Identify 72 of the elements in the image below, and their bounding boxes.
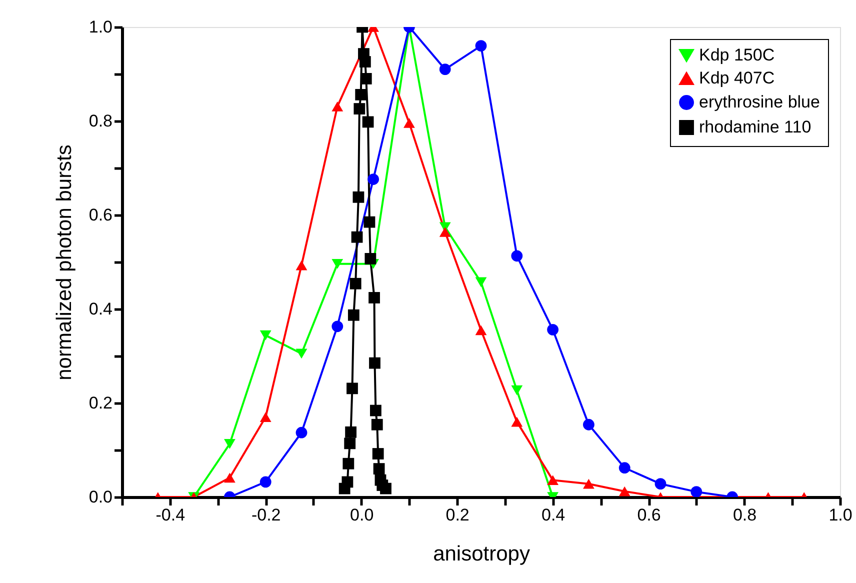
point	[296, 348, 308, 359]
x-tick-label: -0.4	[156, 506, 186, 524]
point	[583, 418, 594, 430]
point	[260, 476, 272, 488]
point	[373, 463, 385, 474]
point	[369, 357, 380, 369]
y-tick-label: 0.6	[88, 206, 112, 224]
point	[332, 101, 344, 112]
point	[511, 416, 523, 427]
point	[583, 478, 594, 489]
point	[547, 324, 558, 336]
point	[364, 253, 376, 264]
point	[355, 88, 367, 100]
point	[368, 174, 379, 185]
point	[354, 103, 366, 114]
point	[511, 250, 523, 262]
legend-label: erythrosine blue	[699, 92, 820, 112]
point	[260, 412, 272, 422]
point	[332, 320, 344, 332]
point	[690, 486, 702, 497]
point	[296, 426, 308, 438]
legend-label: Kdp 407C	[699, 68, 775, 88]
point	[260, 330, 272, 340]
point	[332, 258, 344, 269]
x-tick-label: 0.8	[732, 506, 757, 524]
x-tick-label: -0.2	[251, 506, 281, 524]
point	[371, 418, 383, 430]
point	[345, 426, 357, 438]
point	[364, 216, 376, 228]
point	[404, 118, 415, 128]
point	[224, 472, 236, 483]
point	[359, 56, 371, 68]
legend-label: rhodamine 110	[699, 118, 812, 136]
x-tick-label: 0.2	[446, 506, 470, 524]
point	[618, 462, 630, 474]
point	[511, 385, 523, 396]
legend-label: Kdp 150C	[699, 46, 775, 64]
point	[547, 475, 558, 486]
x-axis-title: anisotropy	[433, 542, 530, 566]
point	[475, 277, 487, 288]
y-tick-label: 0.4	[88, 300, 112, 318]
point	[368, 292, 380, 304]
point	[342, 476, 354, 488]
point	[350, 278, 362, 290]
point	[224, 438, 236, 449]
x-tick-label: 0.0	[350, 506, 374, 524]
point	[362, 116, 374, 128]
point	[618, 486, 630, 496]
point	[344, 438, 356, 450]
y-tick-label: 0.2	[88, 394, 112, 412]
point	[360, 73, 372, 84]
point	[370, 404, 382, 416]
y-axis-title: normalized photon bursts	[52, 144, 76, 380]
point	[351, 231, 363, 243]
point	[475, 40, 487, 52]
point	[296, 260, 308, 270]
x-tick-label: 0.6	[637, 506, 661, 524]
y-tick-label: 0.8	[88, 112, 112, 130]
point	[372, 448, 384, 460]
point	[439, 64, 451, 75]
x-tick-label: 1.0	[828, 506, 852, 524]
point	[439, 226, 451, 237]
point	[348, 309, 360, 321]
point	[475, 325, 487, 336]
point	[380, 482, 392, 494]
x-tick-label: 0.4	[541, 506, 566, 524]
point	[654, 478, 666, 490]
point	[352, 191, 364, 203]
point	[342, 458, 354, 470]
point	[346, 382, 358, 394]
y-tick-label: 1.0	[88, 18, 112, 36]
y-tick-label: 0.0	[88, 488, 112, 506]
